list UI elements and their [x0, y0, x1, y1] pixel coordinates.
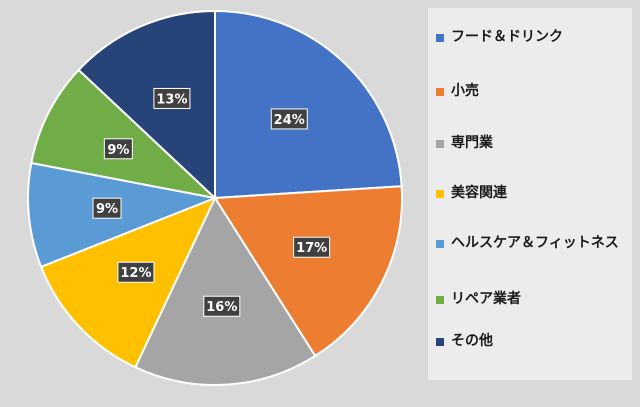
data-label-2: 17%: [293, 236, 331, 258]
data-label-5: 9%: [92, 197, 122, 219]
pie-slice-2: [213, 185, 403, 358]
legend-swatch: [436, 190, 444, 198]
pie-slice-1: [214, 9, 403, 200]
svg-text:12%: 12%: [120, 266, 151, 281]
legend-label: フード＆ドリンク: [451, 29, 563, 45]
svg-text:9%: 9%: [96, 202, 118, 217]
legend-item-6: リペア業者: [436, 288, 628, 311]
legend-label: その他: [451, 333, 493, 349]
svg-text:13%: 13%: [156, 92, 187, 107]
svg-text:9%: 9%: [107, 143, 129, 158]
legend-swatch: [436, 296, 444, 304]
pie-slice-6: [30, 68, 219, 200]
legend-label: ヘルスケア＆フィットネス: [451, 235, 619, 251]
legend-item-1: フード＆ドリンク: [436, 26, 628, 49]
legend-swatch: [436, 140, 444, 148]
legend-item-7: その他: [436, 330, 628, 353]
data-label-3: 16%: [203, 295, 241, 317]
pie-slice-3: [134, 195, 317, 386]
pie-chart: 24% 17% 16% 12% 9% 9% 13%: [27, 9, 403, 386]
legend-label: 小売: [451, 83, 479, 99]
data-label-4: 12%: [117, 261, 155, 283]
legend-item-2: 小売: [436, 80, 628, 103]
legend-swatch: [436, 240, 444, 248]
legend-item-5: ヘルスケア＆フィットネス: [436, 232, 628, 255]
legend-item-4: 美容関連: [436, 182, 628, 205]
legend-swatch: [436, 34, 444, 42]
svg-text:17%: 17%: [296, 241, 327, 256]
data-label-6: 9%: [103, 138, 133, 160]
svg-text:24%: 24%: [274, 113, 305, 128]
svg-text:16%: 16%: [206, 300, 237, 315]
data-label-1: 24%: [270, 108, 308, 130]
legend-swatch: [436, 88, 444, 96]
legend-label: 専門業: [451, 135, 493, 151]
pie-slice-7: [77, 9, 216, 201]
legend: フード＆ドリンク 小売専門業美容関連ヘルスケア＆フィットネス リペア業者その他: [428, 8, 632, 380]
legend-item-3: 専門業: [436, 132, 628, 155]
legend-swatch: [436, 338, 444, 346]
legend-label: リペア業者: [451, 291, 521, 307]
legend-label: 美容関連: [451, 185, 507, 201]
data-label-7: 13%: [153, 87, 191, 109]
